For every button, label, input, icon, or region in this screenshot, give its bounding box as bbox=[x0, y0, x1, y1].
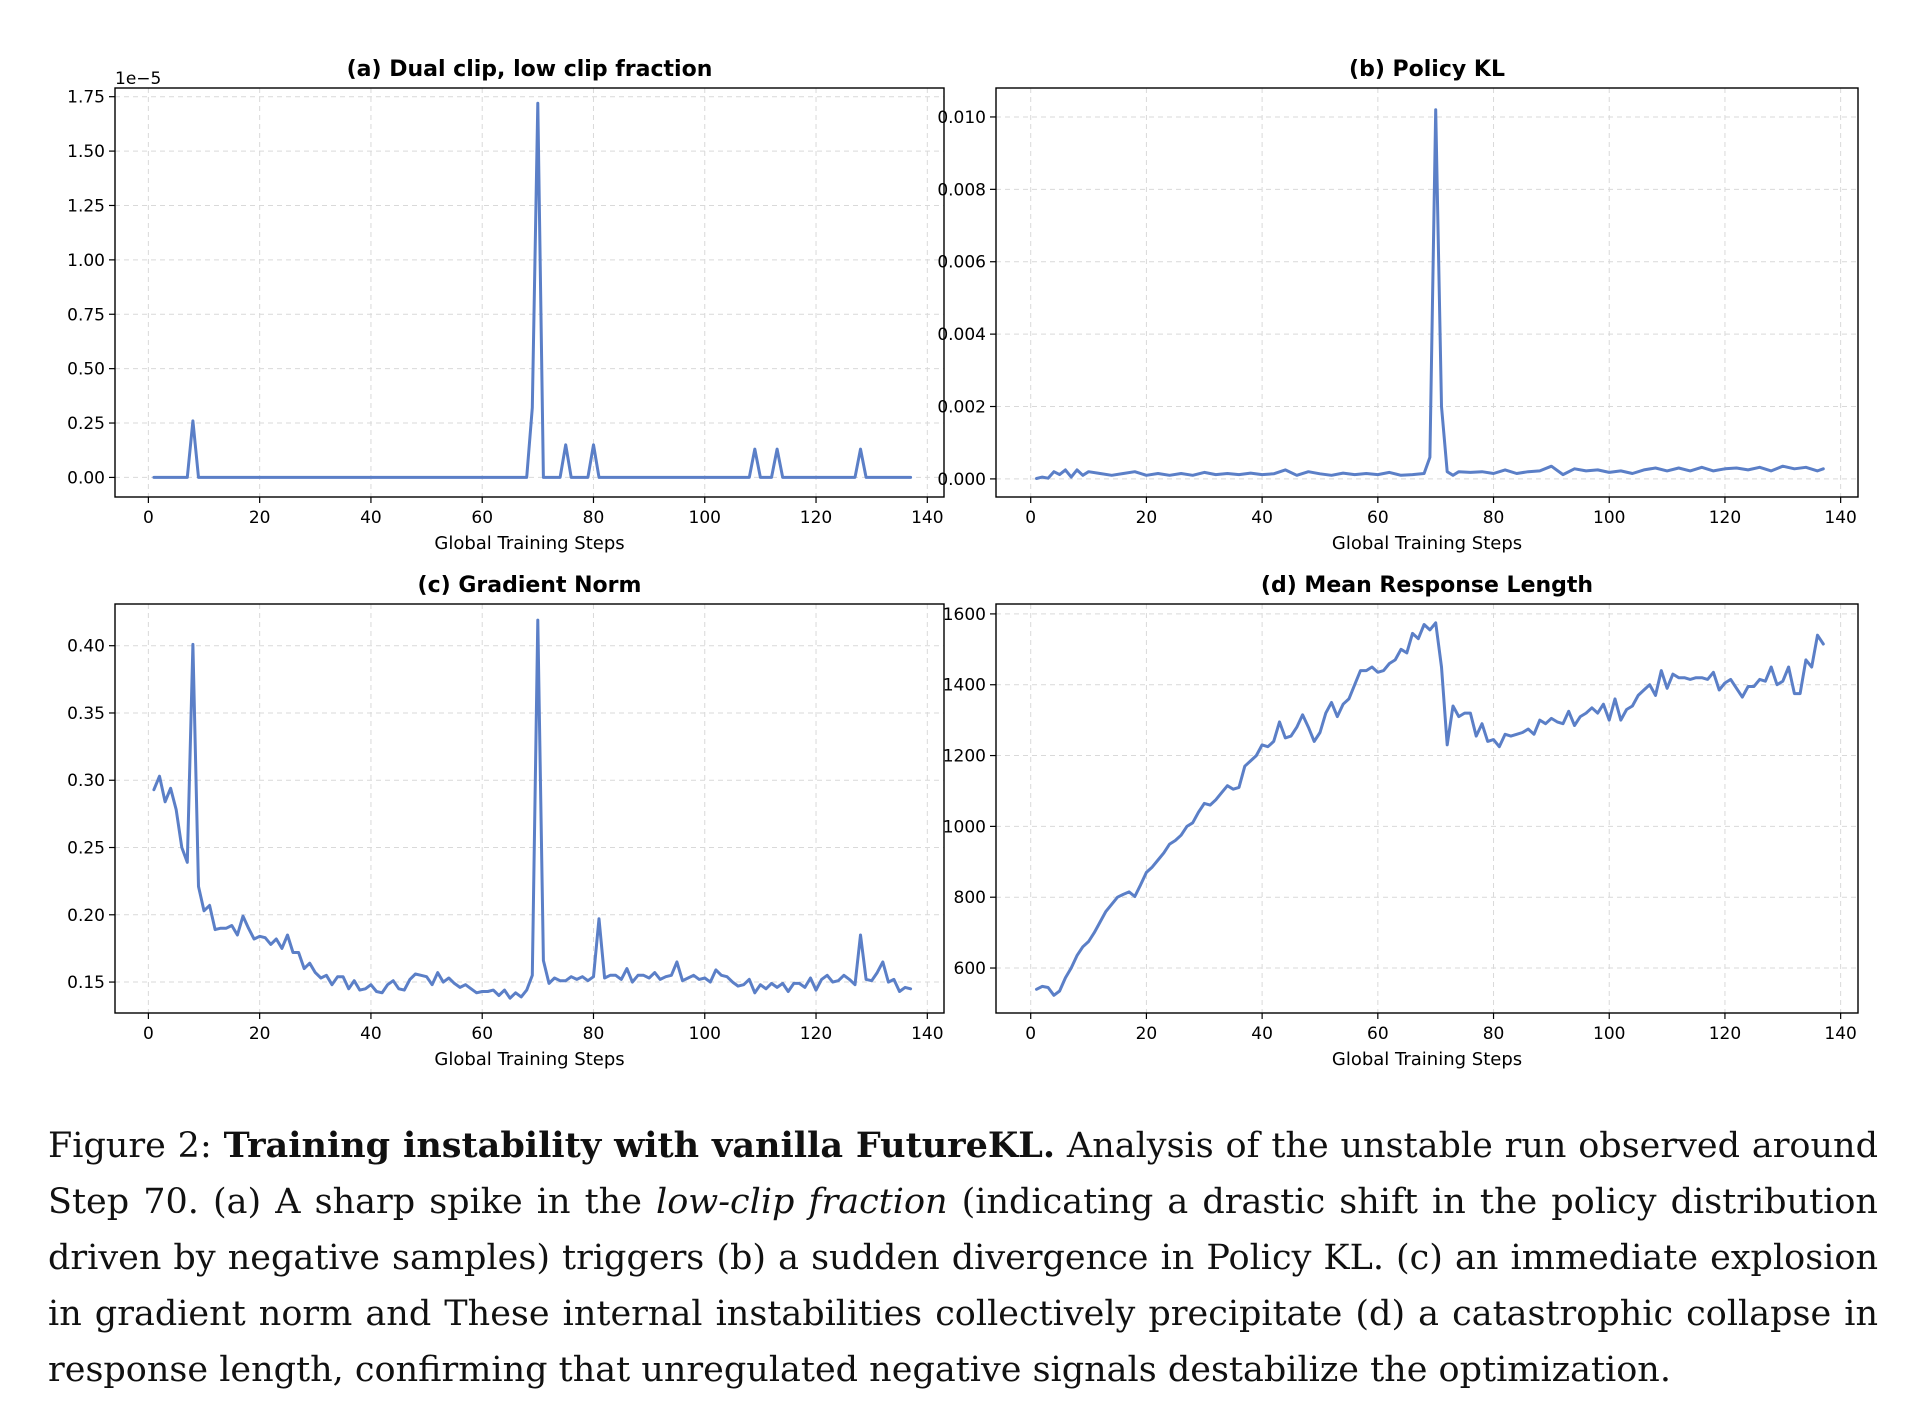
x-tick-label: 140 bbox=[1824, 1024, 1856, 1044]
x-tick-label: 0 bbox=[143, 1024, 154, 1044]
y-tick-label: 800 bbox=[954, 888, 986, 908]
y-tick-label: 0.30 bbox=[67, 771, 105, 791]
plot-frame bbox=[114, 603, 945, 1014]
panel-a-dual-clip: 0 20 40 60 80 100 120 140 0.00 0.25 0.50 0.75 1.00 1.… bbox=[67, 57, 945, 554]
caption-text-2: (indicating a drastic shift in the polic… bbox=[48, 1182, 1878, 1390]
panel-d-mean-response-length: 0 20 40 60 80 100 120 140 600 800 1000 1200 1400 1600… bbox=[943, 573, 1859, 1070]
panel-title: (b) Policy KL bbox=[1349, 57, 1505, 82]
x-tick-label: 20 bbox=[249, 508, 271, 528]
series-line-d bbox=[1035, 621, 1825, 997]
panel-title: (c) Gradient Norm bbox=[418, 573, 642, 598]
x-tick-label: 40 bbox=[360, 1024, 382, 1044]
x-tick-label: 80 bbox=[583, 1024, 605, 1044]
y-tick-label: 0.25 bbox=[67, 414, 105, 434]
y-tick-label: 0.15 bbox=[67, 973, 105, 993]
x-tick-label: 60 bbox=[471, 1024, 493, 1044]
y-tick-label: 0.000 bbox=[937, 470, 986, 490]
x-axis-label: Global Training Steps bbox=[1332, 1049, 1522, 1070]
plot-frame bbox=[995, 87, 1859, 498]
x-axis-label: Global Training Steps bbox=[1332, 533, 1522, 554]
y-tick-label: 0.40 bbox=[67, 637, 105, 657]
x-tick-label: 120 bbox=[800, 508, 832, 528]
x-tick-label: 40 bbox=[1251, 1024, 1273, 1044]
y-tick-label: 1400 bbox=[943, 676, 986, 696]
series-line-c bbox=[152, 618, 913, 1000]
x-tick-label: 120 bbox=[800, 1024, 832, 1044]
y-tick-label: 1.50 bbox=[67, 142, 105, 162]
y-tick-label: 600 bbox=[954, 959, 986, 979]
y-tick-label: 0.010 bbox=[937, 108, 986, 128]
y-tick-label: 1.25 bbox=[67, 196, 105, 216]
panel-b-policy-kl: 0 20 40 60 80 100 120 140 0.000 0.002 0.004 0.006 0.… bbox=[937, 57, 1859, 554]
x-axis-label: Global Training Steps bbox=[434, 1049, 624, 1070]
x-tick-label: 0 bbox=[143, 508, 154, 528]
x-tick-label: 80 bbox=[1483, 508, 1505, 528]
x-tick-label: 140 bbox=[1824, 508, 1856, 528]
caption-italic: low-clip fraction bbox=[656, 1182, 948, 1222]
x-tick-label: 120 bbox=[1709, 1024, 1741, 1044]
x-tick-label: 40 bbox=[360, 508, 382, 528]
y-tick-label: 0.00 bbox=[67, 468, 105, 488]
x-tick-label: 100 bbox=[1593, 508, 1625, 528]
series-line-a bbox=[152, 101, 913, 479]
x-tick-label: 100 bbox=[689, 508, 721, 528]
x-tick-label: 100 bbox=[1593, 1024, 1625, 1044]
y-tick-label: 1600 bbox=[943, 605, 986, 625]
panel-c-gradient-norm: 0 20 40 60 80 100 120 140 0.15 0.20 0.25 0.30 0.35 0.… bbox=[67, 573, 945, 1070]
x-tick-label: 20 bbox=[249, 1024, 271, 1044]
y-tick-label: 1.00 bbox=[67, 251, 105, 271]
y-tick-label: 0.006 bbox=[937, 253, 986, 273]
figure: 0 20 40 60 80 100 120 140 0.00 0.25 0.50 0.75 1.00 1.… bbox=[67, 57, 1859, 1070]
y-tick-label: 0.20 bbox=[67, 906, 105, 926]
x-tick-label: 60 bbox=[1367, 508, 1389, 528]
plot-frame bbox=[995, 603, 1859, 1014]
x-tick-label: 80 bbox=[1483, 1024, 1505, 1044]
y-tick-label: 0.008 bbox=[937, 180, 986, 200]
series-line-b bbox=[1035, 108, 1825, 480]
x-tick-label: 60 bbox=[1367, 1024, 1389, 1044]
plot-frame bbox=[114, 87, 945, 498]
x-tick-label: 0 bbox=[1025, 508, 1036, 528]
caption-bold: Training instability with vanilla Future… bbox=[223, 1125, 1056, 1166]
x-tick-label: 20 bbox=[1136, 508, 1158, 528]
x-tick-label: 40 bbox=[1251, 508, 1273, 528]
x-tick-label: 60 bbox=[471, 508, 493, 528]
y-tick-label: 0.004 bbox=[937, 325, 986, 345]
figure-caption: Figure 2: Training instability with vani… bbox=[48, 1118, 1878, 1398]
x-tick-label: 0 bbox=[1025, 1024, 1036, 1044]
y-tick-label: 1.75 bbox=[67, 88, 105, 108]
x-tick-label: 120 bbox=[1709, 508, 1741, 528]
y-tick-label: 0.002 bbox=[937, 398, 986, 418]
panel-title: (a) Dual clip, low clip fraction bbox=[347, 57, 713, 82]
caption-label: Figure 2: bbox=[48, 1126, 212, 1166]
y-tick-label: 1200 bbox=[943, 747, 986, 767]
panel-title: (d) Mean Response Length bbox=[1261, 573, 1593, 598]
x-tick-label: 80 bbox=[583, 508, 605, 528]
y-tick-label: 0.50 bbox=[67, 360, 105, 380]
y-tick-label: 0.25 bbox=[67, 839, 105, 859]
y-tick-label: 0.75 bbox=[67, 305, 105, 325]
x-tick-label: 140 bbox=[911, 1024, 943, 1044]
y-tick-label: 0.35 bbox=[67, 704, 105, 724]
x-tick-label: 140 bbox=[911, 508, 943, 528]
x-tick-label: 100 bbox=[689, 1024, 721, 1044]
x-axis-label: Global Training Steps bbox=[434, 533, 624, 554]
y-offset-text: 1e−5 bbox=[115, 69, 161, 89]
x-tick-label: 20 bbox=[1136, 1024, 1158, 1044]
caption-text-1: Analysis of the unstable run observed ar… bbox=[48, 1126, 1878, 1222]
y-tick-label: 1000 bbox=[943, 817, 986, 837]
